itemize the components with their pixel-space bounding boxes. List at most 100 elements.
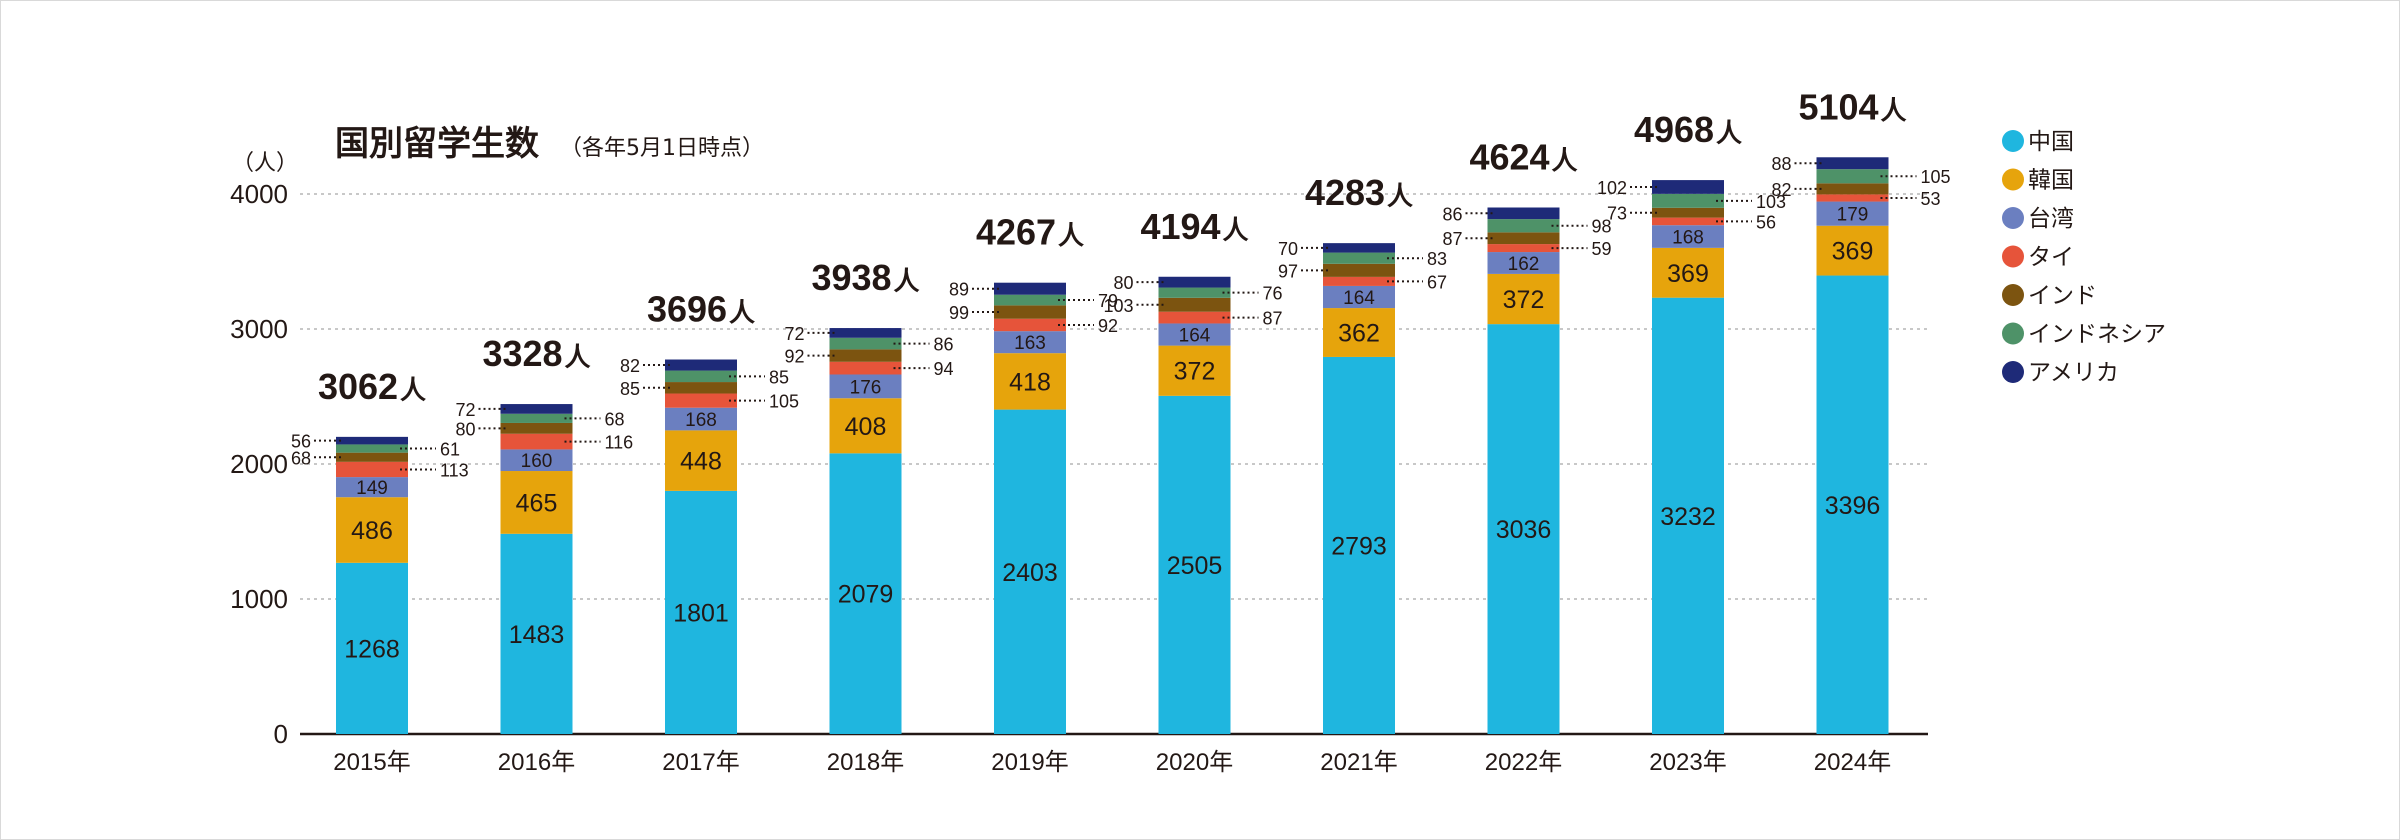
total-label: 4968人 xyxy=(1634,109,1742,150)
bar-segment xyxy=(1487,232,1560,245)
data-label: 87 xyxy=(1442,229,1462,249)
y-axis-unit-label: （人） xyxy=(232,151,298,176)
legend-swatch xyxy=(2002,130,2024,152)
bar-segment xyxy=(829,337,902,350)
bar-segment xyxy=(665,393,737,408)
data-label: 99 xyxy=(949,303,969,323)
bar-segment xyxy=(500,471,573,534)
data-label: 59 xyxy=(1592,239,1612,259)
bar-segment xyxy=(994,305,1066,319)
data-label: 1268 xyxy=(344,635,400,663)
bar-segment xyxy=(994,318,1066,332)
data-label: 163 xyxy=(1014,333,1046,354)
x-tick-label: 2017年 xyxy=(662,749,739,776)
legend-item: タイ xyxy=(2002,245,2074,271)
data-label: 168 xyxy=(1672,228,1704,249)
bar-segment xyxy=(1487,252,1560,274)
bar-segment xyxy=(829,374,902,399)
x-axis: 2015年 2016年 2017年 2018年 2019年 2020年 2021年 2022年… xyxy=(333,749,1891,776)
bar-segment xyxy=(1816,157,1889,170)
bar-segment xyxy=(665,490,737,734)
bar-segment xyxy=(829,349,902,362)
bar-segment xyxy=(829,453,902,734)
data-label: 164 xyxy=(1343,288,1375,309)
total-label: 3938人 xyxy=(811,257,919,298)
bar-segment xyxy=(829,328,902,338)
data-label: 362 xyxy=(1338,320,1380,348)
data-label: 80 xyxy=(455,419,475,439)
bar-segment xyxy=(1487,324,1560,734)
total-label: 3328人 xyxy=(482,333,590,374)
bar-segment xyxy=(336,444,408,453)
bar-segment xyxy=(500,433,573,450)
bar-segment xyxy=(500,533,573,734)
x-tick-label: 2020年 xyxy=(1156,749,1233,776)
data-label: 448 xyxy=(680,448,722,476)
legend-label: インド xyxy=(2028,283,2097,309)
legend-label: タイ xyxy=(2028,245,2074,271)
data-label: 486 xyxy=(351,517,393,545)
bar-segment xyxy=(1323,285,1395,309)
data-label: 56 xyxy=(291,432,311,452)
data-label: 162 xyxy=(1508,254,1540,275)
bar-stack: 2079 408 176 94 86 92 72 3938人 xyxy=(784,257,954,734)
data-label: 179 xyxy=(1837,205,1869,226)
bar-segment xyxy=(994,353,1066,410)
legend-item: インド xyxy=(2002,283,2097,309)
chart-title: 国別留学生数 xyxy=(335,124,539,164)
data-label: 67 xyxy=(1427,272,1447,292)
data-label: 103 xyxy=(1103,296,1133,316)
bar-segment xyxy=(1652,193,1724,208)
legend-label: 韓国 xyxy=(2028,168,2074,194)
data-label: 72 xyxy=(455,400,475,420)
data-label: 72 xyxy=(784,324,804,344)
data-label: 53 xyxy=(1921,189,1941,209)
data-label: 70 xyxy=(1278,239,1298,259)
bar-segment xyxy=(1816,225,1889,276)
chart-subtitle: （各年5月1日時点） xyxy=(560,136,764,161)
bar-segment xyxy=(1487,244,1560,253)
data-label: 87 xyxy=(1263,309,1283,329)
data-label: 105 xyxy=(769,392,799,412)
legend-item: 中国 xyxy=(2002,129,2074,155)
bar-stack: 1801 448 168 105 85 85 82 3696人 xyxy=(620,289,799,734)
legend-item: 韓国 xyxy=(2002,168,2074,194)
bar-segment xyxy=(1323,356,1395,734)
bar-segment xyxy=(1652,180,1724,194)
data-label: 372 xyxy=(1503,286,1545,314)
legend-item: アメリカ xyxy=(2002,360,2119,386)
data-label: 1483 xyxy=(509,621,565,649)
data-label: 2793 xyxy=(1331,532,1387,560)
data-label: 3396 xyxy=(1825,492,1881,520)
data-label: 68 xyxy=(605,409,625,429)
bar-segment xyxy=(665,430,737,491)
legend-swatch xyxy=(2002,322,2024,345)
data-label: 98 xyxy=(1592,217,1612,237)
x-tick-label: 2018年 xyxy=(827,749,904,776)
data-label: 113 xyxy=(440,460,469,480)
bar-segment xyxy=(1158,323,1231,346)
data-label: 79 xyxy=(1098,291,1118,311)
x-tick-label: 2024年 xyxy=(1814,749,1891,776)
bar-segment xyxy=(1816,275,1889,734)
data-label: 73 xyxy=(1607,204,1627,224)
bar-segment xyxy=(1158,345,1231,396)
data-label: 82 xyxy=(620,356,640,376)
data-label: 2403 xyxy=(1002,559,1058,587)
total-label: 4267人 xyxy=(976,212,1084,253)
bar-segment xyxy=(1323,308,1395,357)
bar-segment xyxy=(1158,297,1231,312)
total-label: 4283人 xyxy=(1305,172,1413,213)
x-tick-label: 2019年 xyxy=(991,749,1068,776)
data-label: 94 xyxy=(934,359,954,379)
data-label: 83 xyxy=(1427,249,1447,269)
legend-swatch xyxy=(2002,245,2024,268)
data-label: 102 xyxy=(1597,178,1627,198)
data-label: 97 xyxy=(1278,261,1298,281)
bar-segment xyxy=(1652,297,1724,734)
data-label: 168 xyxy=(685,410,717,431)
